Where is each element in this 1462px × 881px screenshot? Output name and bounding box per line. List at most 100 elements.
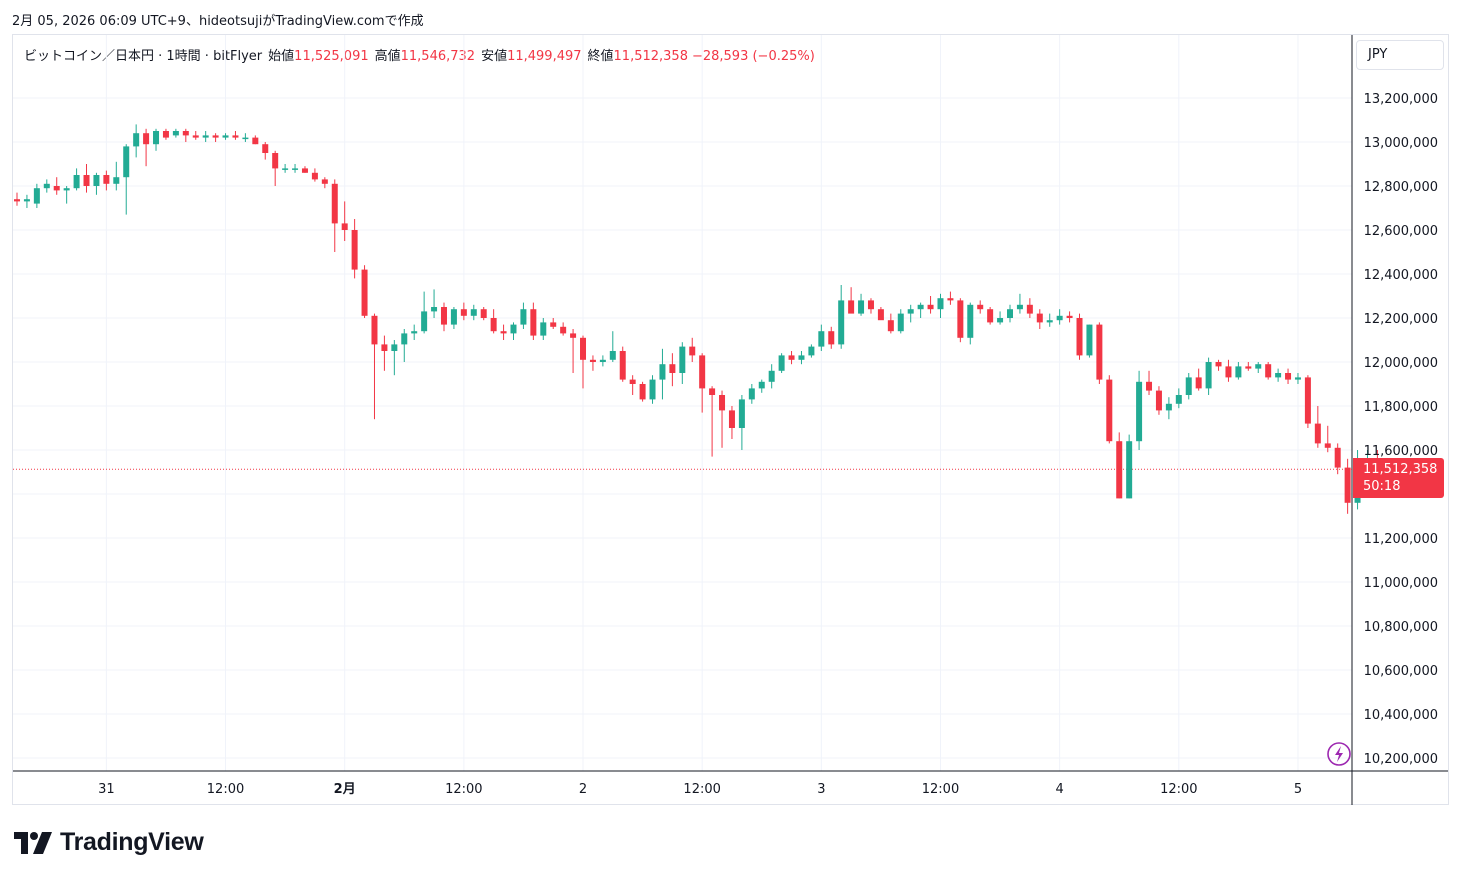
candle <box>997 311 1004 325</box>
candle-body <box>361 269 368 316</box>
y-tick-label: 11,200,000 <box>1364 532 1438 547</box>
candle <box>1195 368 1202 391</box>
low-value: 11,499,497 <box>507 49 582 64</box>
candle <box>1215 359 1222 371</box>
candle-body <box>1185 377 1192 395</box>
candle-body <box>93 175 100 186</box>
candle <box>1165 397 1172 420</box>
candle <box>580 335 587 389</box>
candle <box>1294 373 1301 384</box>
candle-body <box>788 355 795 360</box>
candle-body <box>450 309 457 325</box>
candle <box>639 381 646 402</box>
candle <box>391 340 398 376</box>
candle-body <box>560 326 567 334</box>
candle-body <box>768 370 775 382</box>
alert-icon[interactable] <box>1327 742 1351 766</box>
y-tick-label: 12,200,000 <box>1364 312 1438 327</box>
open-value: 11,525,091 <box>294 49 369 64</box>
candle-body <box>252 137 259 145</box>
candle-body <box>629 379 636 384</box>
candle-body <box>778 355 785 371</box>
candle <box>550 318 557 329</box>
candle-body <box>917 304 924 310</box>
candle <box>351 219 358 279</box>
chart-frame <box>12 34 1449 805</box>
candle <box>1007 304 1013 323</box>
candle-body <box>649 379 656 400</box>
candle <box>1245 362 1252 371</box>
candle-body <box>1155 390 1162 411</box>
candle-body <box>1116 441 1123 499</box>
y-tick-label: 10,400,000 <box>1364 708 1438 723</box>
candle <box>599 355 606 367</box>
candle-body <box>242 137 249 140</box>
candle-body <box>808 346 815 356</box>
last-price-tag: 11,512,358 50:18 <box>1353 458 1444 498</box>
candle <box>758 379 765 393</box>
candle <box>1304 375 1311 428</box>
candle-body <box>192 135 199 138</box>
candle <box>1255 362 1262 373</box>
candle-body <box>858 300 865 314</box>
close-label: 終値 <box>587 49 614 64</box>
candle <box>858 293 865 316</box>
candle <box>1116 432 1123 499</box>
candle <box>719 390 726 448</box>
candle-body <box>599 359 606 362</box>
candle <box>53 177 60 195</box>
candle-body <box>113 177 120 184</box>
y-tick-label: 11,000,000 <box>1364 576 1438 591</box>
candle <box>560 322 567 336</box>
candle-body <box>818 331 825 347</box>
candle-body <box>1106 379 1113 442</box>
candle-body <box>341 223 348 230</box>
candle-body <box>23 199 30 202</box>
candle-body <box>1285 373 1292 380</box>
candle <box>103 170 110 191</box>
candle-body <box>798 355 805 360</box>
candle-body <box>828 331 835 345</box>
candle-body <box>877 309 884 321</box>
open-label: 始値 <box>268 49 295 64</box>
candle <box>927 296 934 314</box>
x-tick-label: 12:00 <box>683 782 720 797</box>
candle-body <box>311 172 318 180</box>
tradingview-logo[interactable]: TradingView <box>14 828 204 857</box>
candle <box>272 150 279 186</box>
candle <box>1106 375 1113 444</box>
candle <box>1146 370 1153 395</box>
candle-body <box>1056 315 1063 321</box>
candle-body <box>709 388 716 395</box>
candle-body <box>1066 315 1073 318</box>
candle-body <box>123 146 130 178</box>
candle <box>192 131 199 140</box>
candle <box>1185 373 1192 400</box>
x-tick-label: 31 <box>98 782 115 797</box>
candle-body <box>867 300 874 310</box>
candle-body <box>987 309 994 323</box>
candle-body <box>580 337 587 360</box>
y-tick-label: 10,200,000 <box>1364 752 1438 767</box>
candle <box>977 300 984 314</box>
candle <box>540 318 547 340</box>
y-tick-label: 11,600,000 <box>1364 444 1438 459</box>
candle-body <box>222 135 229 138</box>
candle-body <box>937 298 944 310</box>
candle-body <box>1225 366 1232 378</box>
candle <box>897 309 904 334</box>
candle <box>14 192 20 206</box>
candle-body <box>73 175 80 189</box>
candle-body <box>927 304 934 310</box>
candle-body <box>967 304 974 338</box>
candle-body <box>162 131 169 138</box>
candle <box>520 302 527 329</box>
candle-body <box>1096 324 1103 380</box>
candle <box>490 309 497 334</box>
tradingview-logo-text: TradingView <box>60 828 204 856</box>
candle-body <box>719 395 726 411</box>
high-value: 11,546,732 <box>400 49 476 64</box>
candle <box>450 307 457 329</box>
currency-button[interactable]: JPY <box>1356 40 1444 70</box>
